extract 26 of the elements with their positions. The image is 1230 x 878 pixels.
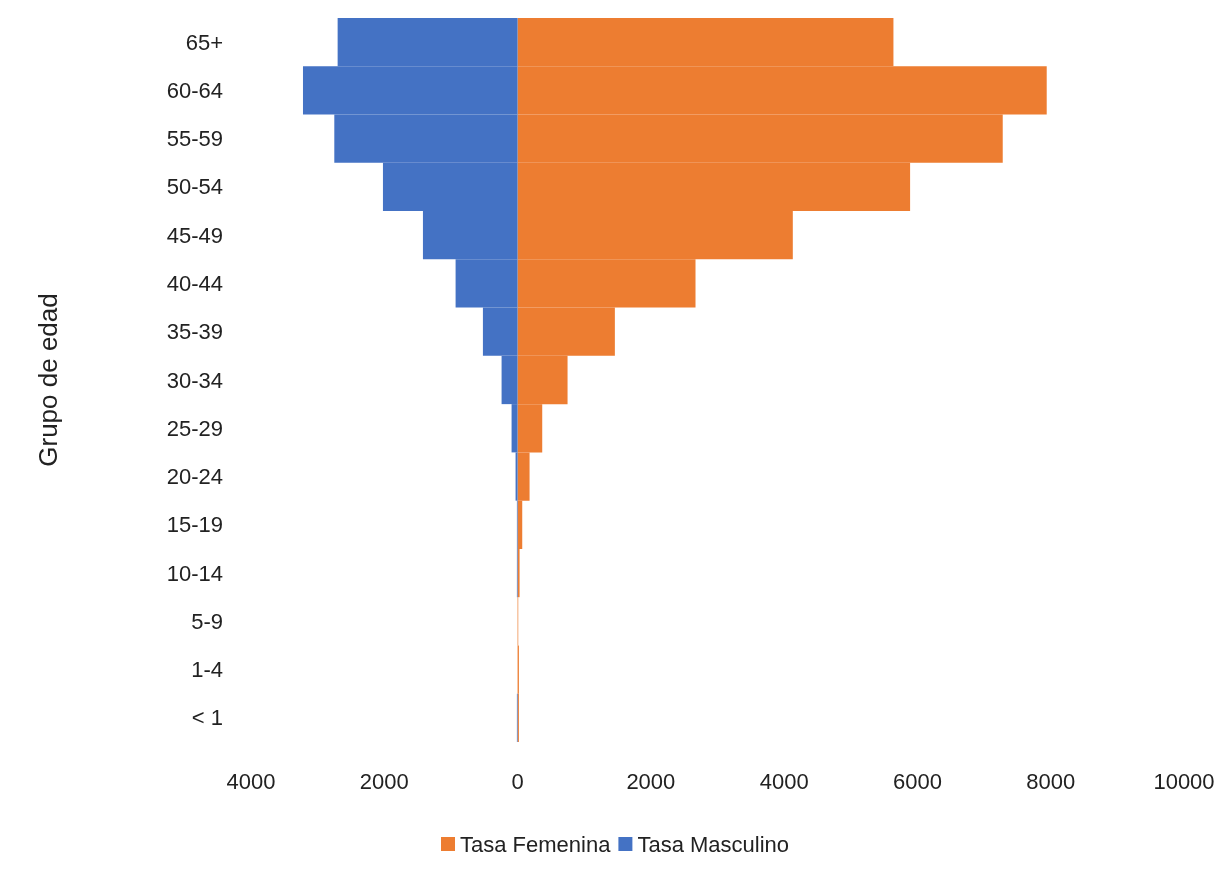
x-tick-label: 0 (511, 768, 524, 794)
x-tick-label: 2000 (626, 768, 676, 794)
x-tick-label: 8000 (1026, 768, 1076, 794)
y-tick-label: 40-44 (166, 270, 223, 296)
y-tick-label: 35-39 (166, 319, 223, 345)
y-tick-label: 60-64 (166, 77, 223, 103)
x-tick-label: 2000 (359, 768, 409, 794)
legend-label: Tasa Masculino (637, 831, 790, 857)
x-tick-label: 4000 (759, 768, 809, 794)
y-tick-label: 65+ (185, 29, 223, 55)
y-tick-label: 20-24 (166, 464, 223, 490)
legend-label: Tasa Femenina (459, 831, 612, 857)
x-tick-label: 4000 (226, 768, 276, 794)
x-tick-label: 6000 (892, 768, 942, 794)
y-tick-label: 1-4 (191, 657, 223, 683)
y-tick-label: 30-34 (166, 367, 223, 393)
x-tick-label: 10000 (1153, 768, 1215, 794)
y-tick-label: 5-9 (191, 608, 223, 634)
y-tick-label: 50-54 (166, 174, 223, 200)
y-axis-title: Grupo de edad (33, 293, 63, 467)
y-tick-label: 15-19 (166, 512, 223, 538)
y-tick-label: 45-49 (166, 222, 223, 248)
y-tick-label: 55-59 (166, 126, 223, 152)
y-tick-label: 10-14 (166, 560, 223, 586)
y-tick-label: 25-29 (166, 415, 223, 441)
y-tick-label: < 1 (191, 705, 223, 731)
